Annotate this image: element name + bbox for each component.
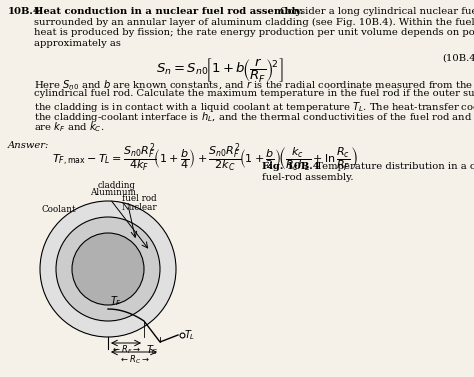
Text: $\leftarrow R_C \rightarrow$: $\leftarrow R_C \rightarrow$ <box>118 353 149 365</box>
Text: Coolant: Coolant <box>42 205 76 214</box>
Text: approximately as: approximately as <box>34 38 121 48</box>
Text: $S_n = S_{n0}\!\left[1+b\!\left(\dfrac{r}{R_F}\right)^{\!2}\right]$: $S_n = S_{n0}\!\left[1+b\!\left(\dfrac{r… <box>156 57 284 84</box>
Text: $T_L$: $T_L$ <box>184 328 195 342</box>
Text: Answer:: Answer: <box>8 141 49 150</box>
Text: Aluminum: Aluminum <box>90 188 136 197</box>
Text: cylindrical fuel rod. Calculate the maximum temperature in the fuel rod if the o: cylindrical fuel rod. Calculate the maxi… <box>34 89 474 98</box>
Text: $T_{F,\mathrm{max}} - T_L = \dfrac{S_{n0}R_F^2}{4k_F}\!\left(1+\dfrac{b}{4}\righ: $T_{F,\mathrm{max}} - T_L = \dfrac{S_{n0… <box>52 141 358 174</box>
Text: the cladding is in contact with a liquid coolant at temperature $T_L$. The heat-: the cladding is in contact with a liquid… <box>34 100 474 113</box>
Text: $T_F$: $T_F$ <box>110 294 122 308</box>
Text: Fig. 10B.4: Fig. 10B.4 <box>262 162 320 171</box>
Text: Here $S_{n0}$ and $b$ are known constants, and $r$ is the radial coordinate meas: Here $S_{n0}$ and $b$ are known constant… <box>34 78 474 92</box>
Text: $T_C$: $T_C$ <box>146 343 159 357</box>
Text: Nuclear: Nuclear <box>122 203 158 212</box>
Circle shape <box>40 201 176 337</box>
Text: Consider a long cylindrical nuclear fuel rod,: Consider a long cylindrical nuclear fuel… <box>280 7 474 16</box>
Circle shape <box>72 233 144 305</box>
Text: cladding: cladding <box>98 181 136 190</box>
Text: Temperature distribution in a cylindrical: Temperature distribution in a cylindrica… <box>313 162 474 171</box>
Text: heat is produced by fission; the rate energy production per unit volume depends : heat is produced by fission; the rate en… <box>34 28 474 37</box>
Text: 10B.4: 10B.4 <box>8 7 41 16</box>
Text: are $k_F$ and $k_C$.: are $k_F$ and $k_C$. <box>34 121 104 134</box>
Text: fuel-rod assembly.: fuel-rod assembly. <box>262 173 354 181</box>
Text: surrounded by an annular layer of aluminum cladding (see Fig. 10B.4). Within the: surrounded by an annular layer of alumin… <box>34 17 474 27</box>
Text: fuel rod: fuel rod <box>122 194 156 203</box>
Text: Heat conduction in a nuclear fuel rod assembly.: Heat conduction in a nuclear fuel rod as… <box>34 7 303 16</box>
Text: the cladding-coolant interface is $h_L$, and the thermal conductivities of the f: the cladding-coolant interface is $h_L$,… <box>34 110 474 124</box>
Text: (10B.4-1): (10B.4-1) <box>442 54 474 63</box>
Text: $\leftarrow R_F\rightarrow$: $\leftarrow R_F\rightarrow$ <box>111 344 141 357</box>
Circle shape <box>56 217 160 321</box>
